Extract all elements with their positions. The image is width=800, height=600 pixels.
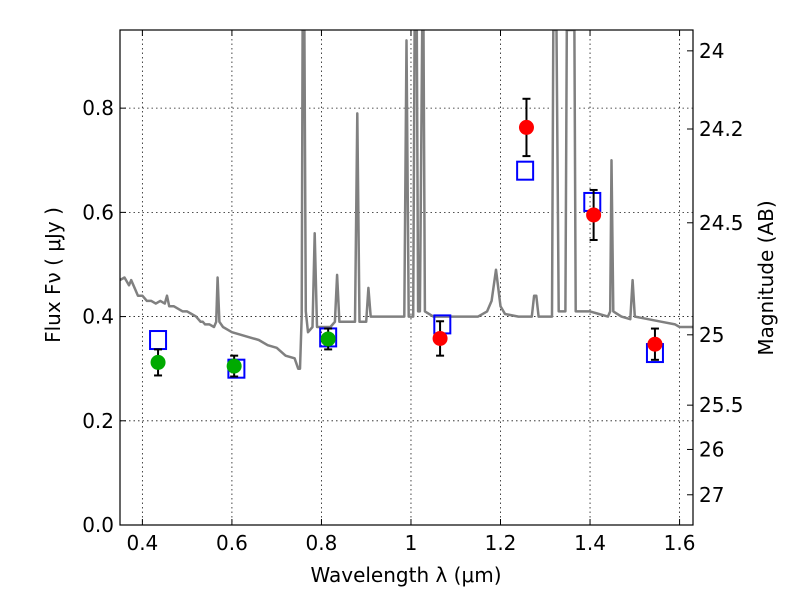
- observed-point: [432, 330, 448, 346]
- y-tick-label: 0.2: [82, 409, 114, 433]
- model-photometry-point: [149, 330, 168, 351]
- y-right-tick-label: 26: [699, 437, 724, 461]
- plot-frame: [119, 29, 694, 526]
- x-axis-label: Wavelength λ (μm): [310, 563, 501, 587]
- observed-point: [586, 207, 602, 223]
- x-tick-label: 1: [405, 531, 418, 555]
- x-tick-label: 0.8: [306, 531, 338, 555]
- y-tick-label: 0.4: [82, 305, 114, 329]
- x-tick-label: 1.6: [664, 531, 696, 555]
- observed-point: [226, 358, 242, 374]
- observed-point: [647, 336, 663, 352]
- data-layer: [120, 30, 693, 379]
- y-tick-label: 0.0: [82, 513, 114, 537]
- y-axis-left: 0.0 0.2 0.4 0.6 0.8: [82, 96, 126, 537]
- x-tick-label: 0.4: [126, 531, 158, 555]
- model-photometry-point: [433, 314, 452, 335]
- y-right-tick-label: 24.5: [699, 211, 744, 235]
- x-tick-label: 1.4: [574, 531, 606, 555]
- y-axis-right-label: Magnitude (AB): [754, 200, 778, 355]
- x-tick-label: 0.6: [216, 531, 248, 555]
- y-right-tick-label: 24.2: [699, 117, 744, 141]
- plot-area: [119, 29, 694, 526]
- y-axis-label: Flux Fν ( μJy ): [41, 207, 65, 343]
- y-right-tick-label: 25.5: [699, 393, 744, 417]
- y-axis-right: 24 24.2 24.5 25 25.5 26 27: [687, 39, 744, 507]
- x-tick-label: 1.2: [485, 531, 517, 555]
- y-tick-label: 0.6: [82, 200, 114, 224]
- x-axis: 0.4 0.6 0.8 1 1.2 1.4 1.6: [126, 30, 695, 555]
- y-right-tick-label: 27: [699, 483, 724, 507]
- model-photometry-point: [516, 160, 535, 181]
- observed-point: [150, 354, 166, 370]
- y-right-tick-label: 24: [699, 39, 724, 63]
- observed-point: [320, 331, 336, 347]
- y-tick-label: 0.8: [82, 96, 114, 120]
- spectrum-line: [120, 30, 693, 370]
- observed-point: [518, 119, 534, 135]
- y-right-tick-label: 25: [699, 323, 724, 347]
